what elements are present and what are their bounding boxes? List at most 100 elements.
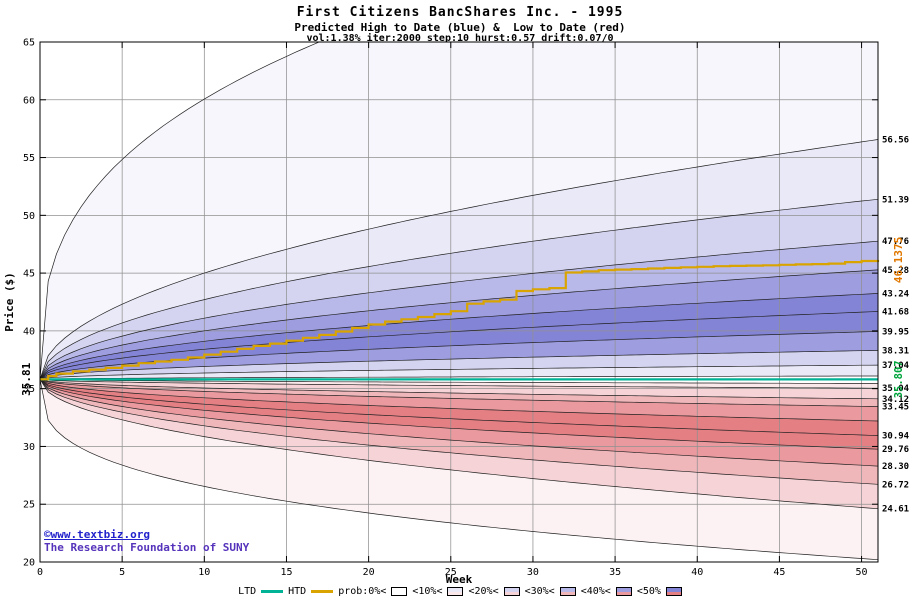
band-boundary-lines	[40, 42, 878, 561]
right-axis-label: 51.39	[882, 195, 909, 205]
probability-bands	[40, 42, 878, 560]
band-boundary-line	[40, 293, 878, 380]
legend-label: <30%<	[524, 586, 555, 597]
legend-swatch	[559, 587, 576, 596]
x-tick-label: 20	[363, 567, 375, 578]
band-boundary-line	[40, 42, 320, 380]
right-axis-label: 38.31	[882, 346, 909, 356]
legend-label: HTD	[288, 586, 307, 597]
right-axis-label: 33.45	[882, 403, 909, 413]
y-tick-label: 40	[23, 326, 35, 337]
x-tick-label: 10	[198, 567, 210, 578]
probability-band	[40, 379, 878, 421]
ltd-final-label: 35.807	[893, 360, 905, 398]
probability-band	[40, 42, 878, 380]
legend-label: prob:0%<	[338, 586, 387, 597]
start-price-label: 35.81	[20, 362, 33, 395]
x-tick-label: 35	[609, 567, 621, 578]
band-boundary-line	[40, 364, 878, 380]
x-tick-label: 40	[691, 567, 703, 578]
probability-band	[40, 139, 878, 380]
right-axis-label: 56.56	[882, 136, 909, 146]
y-tick-label: 65	[23, 38, 35, 49]
y-tick-label: 20	[23, 558, 35, 569]
legend-label: <20%<	[468, 586, 499, 597]
chart-title: First Citizens BancShares Inc. - 1995	[296, 5, 624, 20]
band-boundary-line	[40, 378, 878, 400]
band-boundary-line	[40, 379, 878, 436]
right-axis-label: 37.04	[882, 361, 910, 371]
probability-band	[40, 293, 878, 380]
y-tick-label: 35	[23, 384, 35, 395]
legend-label: <40%<	[580, 586, 611, 597]
probability-band	[40, 379, 878, 560]
watermark-link[interactable]: ©www.textbiz.org	[44, 528, 150, 541]
x-tick-label: 0	[37, 567, 43, 578]
band-boundary-line	[40, 379, 878, 450]
x-axis-title: Week	[446, 573, 473, 586]
right-axis-label: 30.94	[882, 432, 910, 442]
htd-final-label: 46.1375	[892, 237, 905, 283]
band-boundary-line	[40, 139, 878, 380]
band-boundary-line	[40, 379, 878, 510]
legend-swatch	[311, 590, 334, 593]
probability-band	[40, 379, 878, 399]
right-axis-label: 29.76	[882, 445, 909, 455]
probability-band	[40, 379, 878, 485]
right-axis-label: 28.30	[882, 462, 909, 472]
right-axis-label: 34.12	[882, 395, 909, 405]
y-tick-label: 25	[23, 500, 35, 511]
right-axis-label: 39.95	[882, 327, 909, 337]
legend-swatch	[665, 587, 682, 596]
right-axis-label: 26.72	[882, 480, 909, 490]
y-tick-label: 55	[23, 153, 35, 164]
band-boundary-line	[40, 375, 878, 380]
right-axis-label: 45.28	[882, 266, 909, 276]
legend-swatch	[503, 587, 520, 596]
legend-label: LTD	[238, 586, 257, 597]
band-boundary-line	[40, 378, 878, 422]
band-boundary-line	[40, 350, 878, 380]
plot-border	[39, 41, 879, 563]
x-tick-label: 5	[119, 567, 125, 578]
probability-band	[40, 379, 878, 509]
band-boundary-line	[40, 311, 878, 380]
right-axis-label: 43.24	[882, 289, 910, 299]
watermark-org: The Research Foundation of SUNY	[44, 541, 250, 554]
probability-band	[40, 379, 878, 467]
band-boundary-line	[40, 379, 878, 561]
probability-band	[40, 241, 878, 380]
x-tick-label: 50	[856, 567, 868, 578]
band-boundary-line	[40, 198, 878, 380]
legend-label: <50%	[636, 586, 661, 597]
legend-swatch	[391, 587, 408, 596]
probability-band	[40, 379, 878, 450]
band-boundary-line	[40, 378, 878, 407]
legend-label: <10%<	[412, 586, 443, 597]
probability-band	[40, 269, 878, 380]
y-tick-label: 45	[23, 269, 35, 280]
right-axis-label: 24.61	[882, 505, 909, 515]
band-boundary-line	[40, 379, 878, 467]
probability-band	[40, 379, 878, 407]
x-tick-label: 25	[445, 567, 457, 578]
chart-legend: LTD HTD prob:0%< <10%< <20%< <30%< <40%< <50%	[0, 586, 920, 597]
probability-band	[40, 379, 878, 436]
chart-subtitle: Predicted High to Date (blue) & Low to D…	[294, 21, 626, 34]
band-boundary-line	[40, 269, 878, 380]
probability-band	[40, 365, 878, 380]
probability-band	[40, 199, 878, 380]
band-boundary-line	[40, 240, 878, 380]
y-axis-title: Price ($)	[3, 272, 16, 332]
tick-marks	[39, 41, 878, 563]
legend-swatch	[615, 587, 632, 596]
band-boundary-line	[40, 379, 878, 485]
right-axis-label: 47.76	[882, 237, 909, 247]
band-boundary-line	[40, 378, 878, 384]
x-tick-label: 45	[773, 567, 785, 578]
probability-band	[40, 331, 878, 380]
right-axis-label: 41.68	[882, 307, 909, 317]
chart-simulation-params: vol:1.38% iter:2000 step:10 hurst:0.57 d…	[306, 33, 614, 44]
